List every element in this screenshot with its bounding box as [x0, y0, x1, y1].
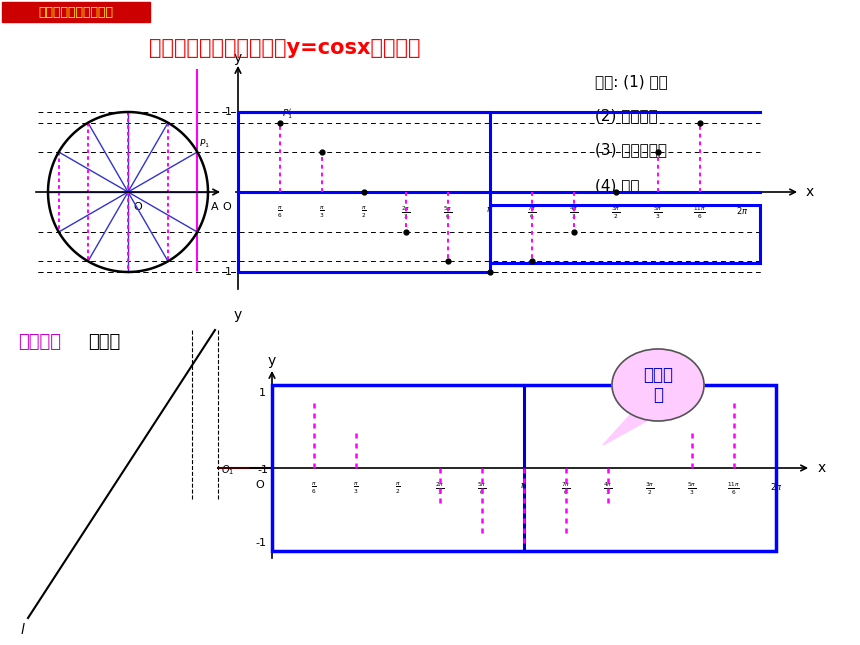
Text: $\frac{2\pi}{3}$: $\frac{2\pi}{3}$	[402, 205, 411, 221]
Text: $P_1'$: $P_1'$	[282, 107, 293, 121]
Text: O: O	[133, 202, 142, 212]
Text: $\frac{\pi}{3}$: $\frac{\pi}{3}$	[353, 481, 359, 496]
Text: y: y	[234, 308, 243, 322]
Text: y: y	[234, 51, 243, 65]
Text: 作法: (1) 等分: 作法: (1) 等分	[595, 75, 667, 90]
Text: O: O	[222, 202, 231, 212]
Text: $2\pi$: $2\pi$	[736, 205, 748, 216]
Text: l: l	[20, 623, 24, 637]
Text: -1: -1	[221, 267, 232, 277]
Text: x: x	[806, 185, 814, 199]
Text: (3) 竖立、平移: (3) 竖立、平移	[595, 143, 667, 157]
Text: $\frac{5\pi}{3}$: $\frac{5\pi}{3}$	[654, 205, 663, 221]
Text: 的图象: 的图象	[88, 333, 120, 351]
Text: 余弦函数: 余弦函数	[18, 333, 61, 351]
Text: $\frac{3\pi}{2}$: $\frac{3\pi}{2}$	[611, 205, 621, 221]
Text: $\frac{\pi}{3}$: $\frac{\pi}{3}$	[319, 205, 325, 220]
Text: $\pi$: $\pi$	[487, 205, 494, 214]
Text: $O_1$: $O_1$	[221, 463, 235, 477]
Bar	[2, 2, 150, 22]
Text: $\frac{\pi}{2}$: $\frac{\pi}{2}$	[361, 205, 367, 220]
Text: $\frac{4\pi}{3}$: $\frac{4\pi}{3}$	[569, 205, 579, 221]
Text: y: y	[267, 354, 276, 368]
Text: $\frac{\pi}{2}$: $\frac{\pi}{2}$	[395, 481, 401, 496]
Text: $\frac{\pi}{6}$: $\frac{\pi}{6}$	[311, 481, 316, 496]
Text: $\frac{5\pi}{6}$: $\frac{5\pi}{6}$	[477, 481, 487, 497]
Text: 探究二：如何作余弦函数y=cosx的图象？: 探究二：如何作余弦函数y=cosx的图象？	[150, 38, 421, 58]
Text: $\frac{11\pi}{6}$: $\frac{11\pi}{6}$	[728, 481, 740, 497]
Text: -1: -1	[257, 465, 268, 475]
Text: 余弦曲
线: 余弦曲 线	[643, 366, 673, 404]
Text: $\pi$: $\pi$	[520, 481, 527, 490]
Bar	[490, 205, 760, 263]
Text: (4) 连线: (4) 连线	[595, 179, 640, 194]
Text: $\frac{5\pi}{3}$: $\frac{5\pi}{3}$	[687, 481, 697, 497]
Text: $\frac{7\pi}{6}$: $\frac{7\pi}{6}$	[527, 205, 537, 221]
Text: $\frac{3\pi}{2}$: $\frac{3\pi}{2}$	[645, 481, 654, 497]
Polygon shape	[603, 415, 650, 445]
Text: (2) 作余弦线: (2) 作余弦线	[595, 108, 658, 123]
Text: $\frac{4\pi}{3}$: $\frac{4\pi}{3}$	[604, 481, 612, 497]
Text: $\frac{5\pi}{6}$: $\frac{5\pi}{6}$	[444, 205, 452, 221]
Text: O: O	[255, 480, 264, 490]
Text: 1: 1	[259, 388, 266, 398]
Bar	[238, 112, 490, 272]
Text: $2\pi$: $2\pi$	[770, 481, 783, 492]
Text: $\frac{7\pi}{6}$: $\frac{7\pi}{6}$	[562, 481, 571, 497]
Text: A: A	[211, 202, 218, 212]
Text: $P_1$: $P_1$	[200, 137, 210, 150]
Text: -1: -1	[255, 538, 266, 548]
Text: 正弦、余弦函数的图象: 正弦、余弦函数的图象	[39, 6, 114, 19]
Text: x: x	[818, 461, 826, 475]
Ellipse shape	[612, 349, 704, 421]
Text: 1: 1	[225, 107, 232, 117]
Bar	[272, 385, 776, 551]
Text: $\frac{\pi}{6}$: $\frac{\pi}{6}$	[277, 205, 283, 220]
Text: $\frac{2\pi}{3}$: $\frac{2\pi}{3}$	[435, 481, 445, 497]
Text: $\frac{11\pi}{6}$: $\frac{11\pi}{6}$	[693, 205, 707, 221]
